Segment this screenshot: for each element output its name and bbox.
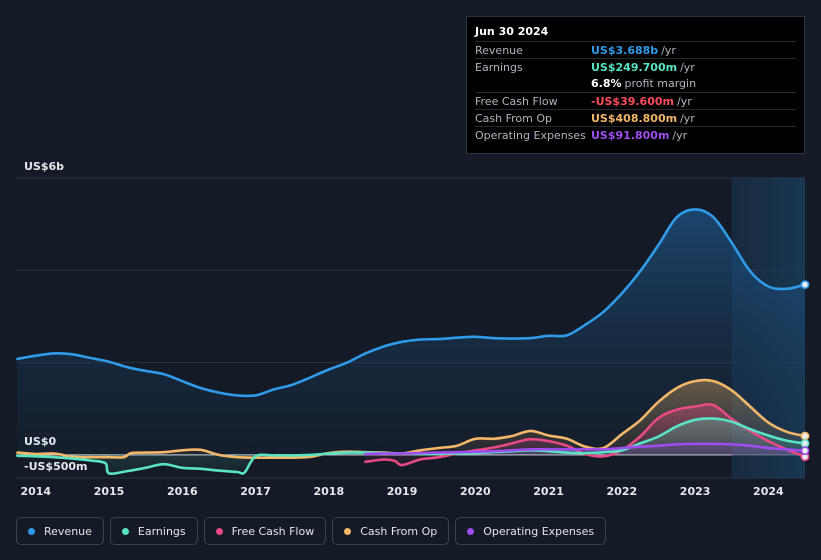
- legend-label: Earnings: [137, 524, 186, 538]
- legend-dot-icon: [467, 527, 475, 535]
- tooltip-label: Cash From Op: [475, 111, 553, 125]
- y-top-label: US$6b: [24, 160, 64, 173]
- tooltip-number: US$3.688b: [591, 43, 659, 57]
- legend-free-cash-flow[interactable]: Free Cash Flow: [203, 517, 327, 545]
- x-tick-label: 2015: [94, 485, 125, 498]
- series-lines: [16, 208, 807, 476]
- tooltip-label: Earnings: [475, 60, 523, 74]
- tooltip-number: -US$39.600m: [591, 94, 674, 108]
- tooltip-number: US$249.700m: [591, 60, 678, 74]
- operating-expenses-end-point: [800, 446, 810, 456]
- legend-dot-icon: [28, 527, 35, 535]
- revenue-line: [16, 208, 807, 398]
- tooltip-value: US$249.700m/yr: [591, 61, 796, 74]
- tooltip-row-operating-expenses: Operating Expenses US$91.800m/yr: [475, 126, 796, 143]
- tooltip-row-profit-margin: 6.8% profit margin: [475, 75, 796, 92]
- cash-from-op-end-point: [800, 431, 810, 441]
- revenue-area: [17, 209, 805, 455]
- legend-label: Free Cash Flow: [231, 524, 315, 538]
- chart-legend: Revenue Earnings Free Cash Flow Cash Fro…: [16, 517, 607, 547]
- legend-dot-icon: [121, 527, 129, 535]
- tooltip-value: 6.8% profit margin: [591, 77, 796, 90]
- tooltip-label: Revenue: [475, 43, 523, 57]
- x-tick-label: 2016: [167, 485, 198, 498]
- legend-revenue[interactable]: Revenue: [16, 517, 104, 545]
- x-tick-label: 2020: [460, 485, 491, 498]
- tooltip-row-cash-from-op: Cash From Op US$408.800m/yr: [475, 109, 796, 126]
- axes: US$6b US$0 -US$500m: [24, 160, 88, 473]
- tooltip-suffix: /yr: [680, 111, 695, 125]
- x-tick-label: 2018: [314, 485, 345, 498]
- earnings-area: [17, 418, 805, 474]
- x-tick-label: 2023: [680, 485, 711, 498]
- tooltip-suffix: /yr: [661, 43, 676, 57]
- tooltip-value: US$408.800m/yr: [591, 112, 796, 125]
- y-negative-label: -US$500m: [24, 460, 88, 473]
- tooltip-number: 6.8%: [591, 77, 622, 90]
- legend-cash-from-op[interactable]: Cash From Op: [332, 517, 450, 545]
- tooltip-number: US$408.800m: [591, 111, 678, 125]
- tooltip-value: -US$39.600m/yr: [591, 95, 796, 108]
- x-axis-ticks: 2014 2015 2016 2017 2018 2019 2020 2021 2022 2023…: [20, 485, 784, 498]
- tooltip-date: Jun 30 2024: [475, 25, 549, 38]
- x-tick-label: 2024: [753, 485, 784, 498]
- y-zero-label: US$0: [24, 435, 57, 448]
- tooltip-suffix: /yr: [676, 94, 692, 108]
- tooltip-label: Operating Expenses: [475, 128, 586, 142]
- tooltip-number: US$91.800m: [591, 128, 670, 142]
- revenue-end-point: [800, 280, 810, 290]
- tooltip-value: US$91.800m/yr: [591, 129, 796, 142]
- legend-dot-icon: [215, 527, 223, 535]
- legend-label: Operating Expenses: [483, 524, 595, 538]
- tooltip-label: Free Cash Flow: [475, 94, 558, 108]
- x-tick-label: 2021: [533, 485, 564, 498]
- tooltip-row-free-cash-flow: Free Cash Flow -US$39.600m/yr: [475, 92, 796, 109]
- legend-label: Revenue: [44, 524, 92, 538]
- earnings-end-point: [800, 438, 810, 448]
- tooltip-row-revenue: Revenue US$3.688b/yr: [475, 41, 796, 58]
- tooltip-row-earnings: Earnings US$249.700m/yr: [475, 58, 796, 75]
- x-tick-label: 2022: [607, 485, 638, 498]
- tooltip-suffix: /yr: [680, 60, 695, 74]
- hover-tooltip: Jun 30 2024 Revenue US$3.688b/yr Earning…: [466, 16, 805, 154]
- legend-operating-expenses[interactable]: Operating Expenses: [455, 517, 607, 545]
- legend-label: Cash From Op: [360, 524, 438, 538]
- tooltip-suffix: profit margin: [624, 77, 697, 90]
- tooltip-value: US$3.688b/yr: [591, 44, 796, 57]
- tooltip-suffix: /yr: [672, 128, 688, 142]
- x-tick-label: 2017: [240, 485, 271, 498]
- legend-earnings[interactable]: Earnings: [109, 517, 198, 545]
- legend-dot-icon: [344, 527, 352, 535]
- x-tick-label: 2014: [20, 485, 51, 498]
- operating-expenses-line: [364, 442, 807, 456]
- x-tick-label: 2019: [387, 485, 418, 498]
- series-end-dots: [800, 280, 810, 462]
